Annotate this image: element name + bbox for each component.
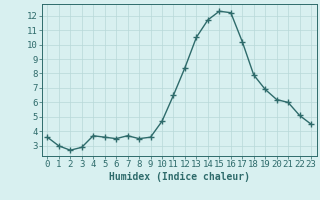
- X-axis label: Humidex (Indice chaleur): Humidex (Indice chaleur): [109, 172, 250, 182]
